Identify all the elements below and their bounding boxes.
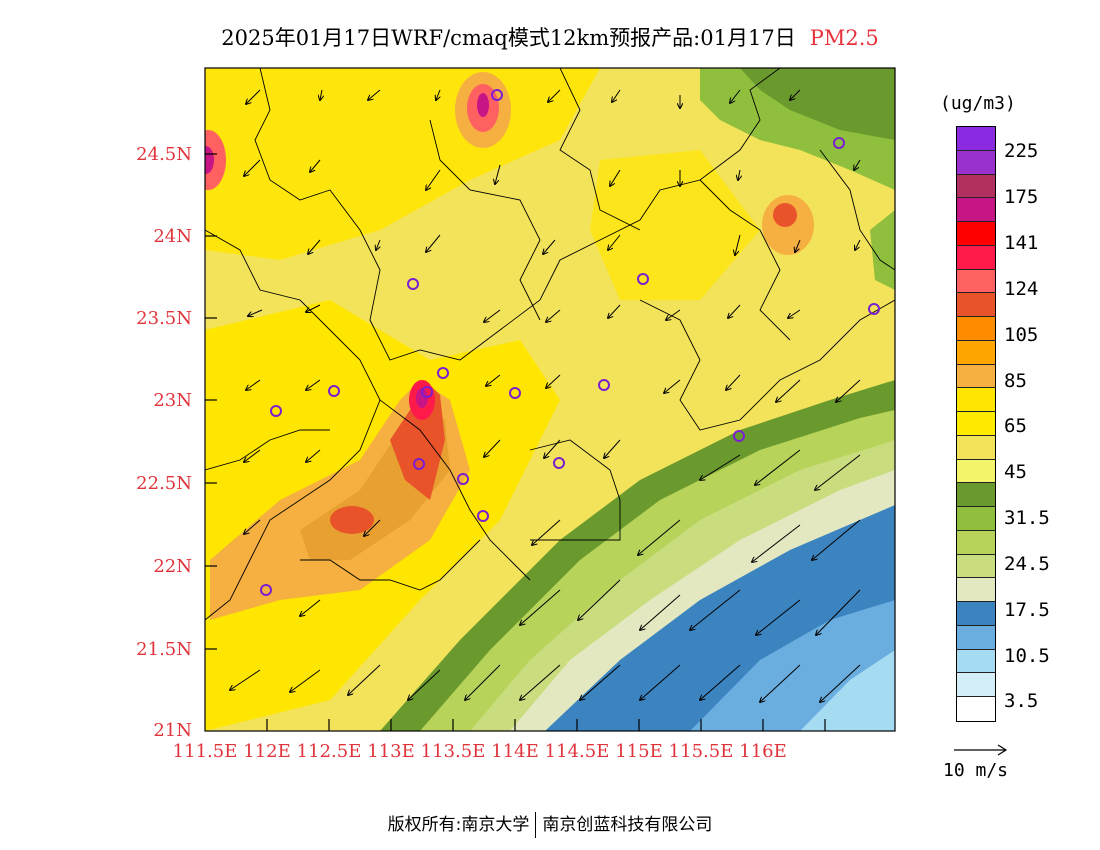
legend-label: 175 — [1004, 186, 1039, 208]
axis-ticks — [205, 153, 826, 731]
legend-swatch — [957, 222, 995, 246]
legend-swatch — [957, 317, 995, 341]
legend-swatch — [957, 245, 995, 270]
copyright-owner: 版权所有:南京大学 — [387, 815, 530, 835]
legend-swatch — [957, 697, 995, 721]
legend-swatch — [957, 412, 995, 436]
lat-label: 21.5N — [136, 639, 192, 660]
legend-swatch — [957, 483, 995, 507]
lat-label: 21N — [153, 720, 192, 741]
lat-label: 23.5N — [136, 308, 192, 329]
lat-label: 24.5N — [136, 144, 192, 165]
lon-label: 112.5E — [296, 741, 362, 762]
legend-swatch — [957, 388, 995, 412]
legend-unit: (ug/m3) — [940, 93, 1016, 114]
lon-label: 114.5E — [544, 741, 610, 762]
legend-swatch — [957, 269, 995, 294]
legend-swatch — [957, 625, 995, 650]
legend-swatch — [957, 459, 995, 484]
legend-swatch — [957, 364, 995, 389]
title-main: 2025年01月17日WRF/cmaq模式12km预报产品:01月17日 — [221, 26, 796, 50]
map-title: 2025年01月17日WRF/cmaq模式12km预报产品:01月17日 PM2.… — [0, 22, 1100, 52]
legend-label: 105 — [1004, 324, 1039, 346]
legend-swatch — [957, 293, 995, 317]
legend-swatch — [957, 530, 995, 555]
legend-swatch — [957, 150, 995, 175]
footer-separator — [535, 812, 537, 838]
copyright-company: 南京创蓝科技有限公司 — [542, 815, 713, 835]
legend-label: 10.5 — [1004, 645, 1050, 667]
legend-label: 225 — [1004, 140, 1039, 162]
wind-vectors — [230, 89, 861, 702]
lon-label: 113E — [367, 741, 415, 762]
lon-label: 115E — [615, 741, 663, 762]
legend-label: 124 — [1004, 278, 1039, 300]
legend-label: 31.5 — [1004, 507, 1050, 529]
legend-swatch — [957, 649, 995, 674]
legend-swatch — [957, 554, 995, 579]
legend-swatch — [957, 435, 995, 460]
legend-label: 141 — [1004, 232, 1039, 254]
legend-swatch — [957, 673, 995, 697]
legend-swatch — [957, 174, 995, 199]
legend-swatch — [957, 578, 995, 602]
legend-label: 45 — [1004, 461, 1027, 483]
legend-label: 24.5 — [1004, 553, 1050, 575]
lat-label: 24N — [153, 226, 192, 247]
reference-wind-label: 10 m/s — [943, 760, 1009, 781]
lon-label: 112E — [243, 741, 291, 762]
legend-label: 17.5 — [1004, 599, 1050, 621]
lon-label: 113.5E — [420, 741, 486, 762]
color-legend — [956, 126, 996, 722]
lat-label: 23N — [153, 390, 192, 411]
title-pollutant: PM2.5 — [809, 26, 879, 50]
legend-swatch — [957, 198, 995, 222]
lon-label: 116E — [739, 741, 787, 762]
reference-wind-arrow — [954, 744, 1008, 756]
legend-swatch — [957, 602, 995, 626]
legend-label: 85 — [1004, 370, 1027, 392]
legend-swatch — [957, 340, 995, 365]
lat-label: 22.5N — [136, 473, 192, 494]
lon-label: 111.5E — [172, 741, 238, 762]
lat-label: 22N — [153, 556, 192, 577]
legend-swatch — [957, 127, 995, 151]
legend-label: 3.5 — [1004, 690, 1039, 712]
copyright-footer: 版权所有:南京大学 南京创蓝科技有限公司 — [0, 810, 1100, 838]
lon-label: 114E — [491, 741, 539, 762]
city-markers — [260, 89, 880, 596]
lon-label: 115.5E — [668, 741, 734, 762]
concentration-field — [205, 68, 895, 731]
legend-label: 65 — [1004, 415, 1027, 437]
legend-swatch — [957, 507, 995, 531]
